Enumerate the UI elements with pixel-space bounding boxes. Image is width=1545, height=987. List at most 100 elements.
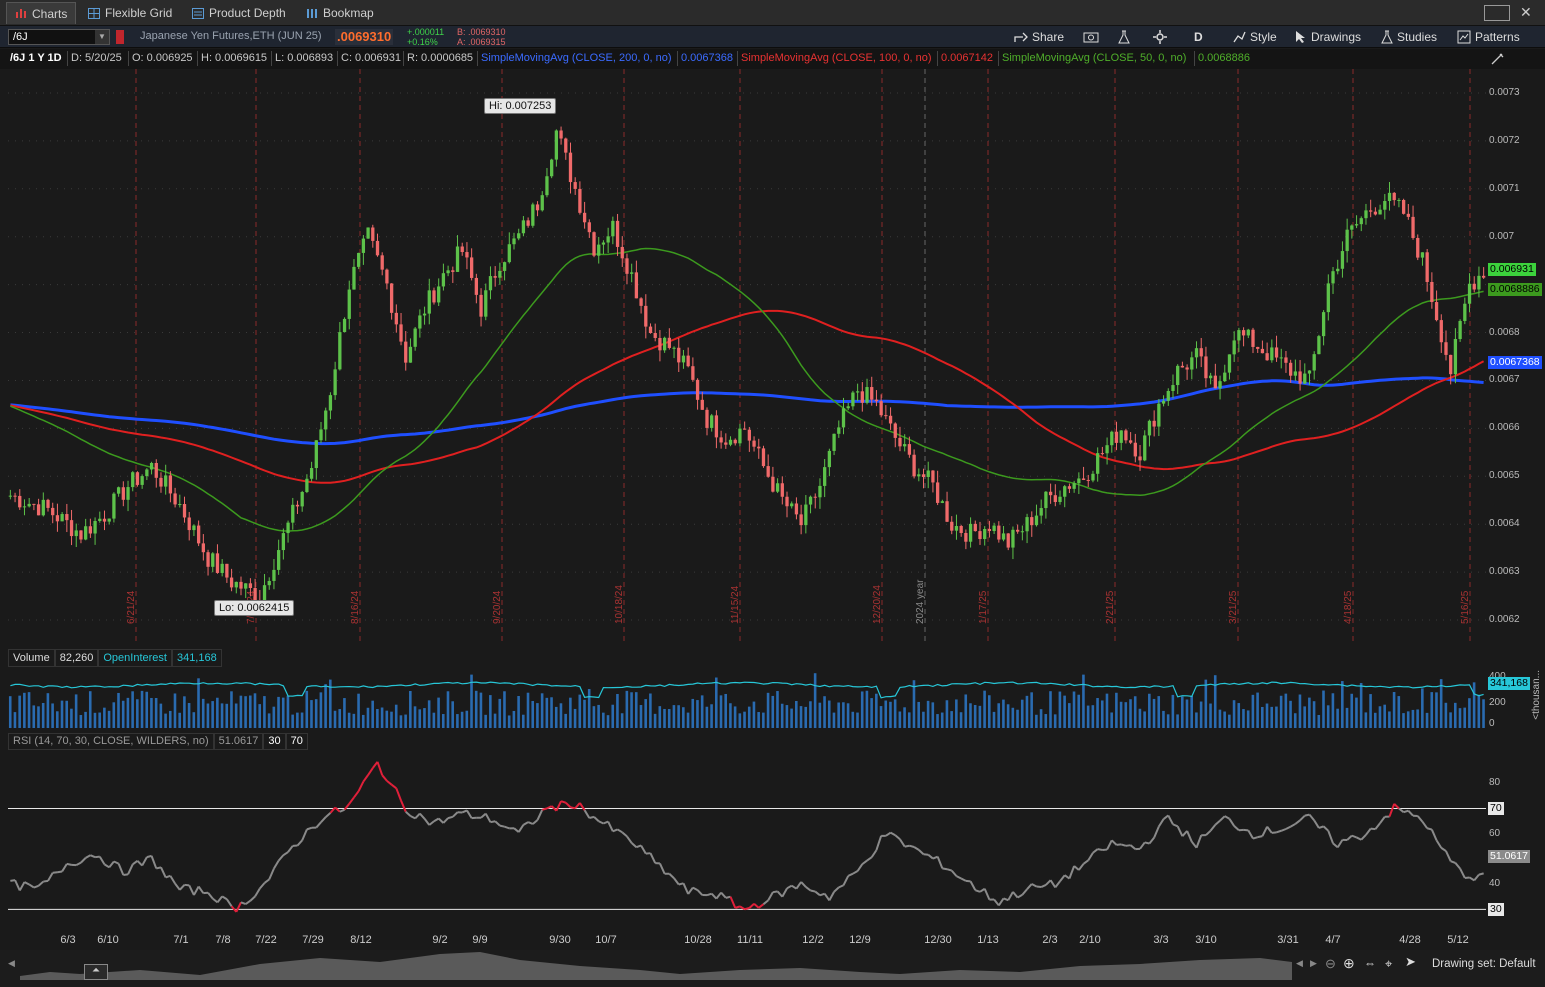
volume-bar: [733, 706, 737, 728]
style-label: Style: [1250, 30, 1277, 44]
volume-bar: [1303, 706, 1306, 728]
volume-bar: [1477, 694, 1481, 728]
rsi-line-segment: [570, 806, 576, 810]
scroll-left-icon[interactable]: ◀: [1296, 958, 1303, 968]
candle-body: [338, 332, 342, 370]
flask-button[interactable]: [1118, 28, 1130, 46]
volume-bar: [1251, 694, 1255, 728]
volume-pane[interactable]: [8, 668, 1486, 728]
volume-bar: [973, 705, 977, 728]
rsi-line-segment: [1435, 839, 1443, 849]
pan-icon[interactable]: ⇔: [1364, 956, 1376, 970]
sma100-value: 0.0067142: [941, 52, 993, 64]
patterns-button[interactable]: Patterns: [1457, 28, 1520, 46]
candle-body: [314, 440, 318, 469]
navigator-overview[interactable]: [20, 950, 1292, 980]
chevron-down-icon[interactable]: ▼: [95, 30, 109, 44]
candle-body: [131, 472, 135, 488]
volume-bar: [1110, 712, 1113, 728]
volume-bar: [531, 700, 535, 728]
tab-charts[interactable]: Charts: [6, 2, 77, 24]
zoom-out-icon[interactable]: ⊖: [1325, 956, 1336, 971]
volume-bar: [1143, 711, 1146, 728]
share-button[interactable]: Share: [1014, 28, 1064, 46]
volume-bar: [700, 695, 704, 728]
date-tick: 10/7: [595, 934, 617, 946]
rsi-line-segment: [98, 856, 106, 865]
rsi-line-segment: [942, 867, 948, 871]
cursor-icon[interactable]: ➤: [1405, 954, 1416, 969]
scroll-left-icon[interactable]: ◀: [8, 958, 15, 968]
candle-body: [1166, 390, 1170, 401]
volume-bar: [592, 706, 596, 728]
candle-body: [1081, 478, 1086, 480]
volume-bar: [1242, 709, 1245, 728]
period-marker-label: 11/15/24: [730, 585, 741, 624]
zoom-in-icon[interactable]: ⊕: [1343, 955, 1355, 971]
candle-body: [342, 318, 347, 333]
volume-bar: [512, 710, 516, 728]
volume-bar: [785, 705, 789, 728]
date-axis[interactable]: 6/3 6/10 7/1 7/8 7/22 7/29 8/12 9/2 9/9 9/30 10/7 1…: [8, 930, 1486, 950]
navigator-bar: ◀ ⏶ ◀ ▶ ⊖ ⊕ ⇔ ⌖ ➤ Drawing set: Default: [0, 950, 1545, 987]
rsi-line-segment: [216, 895, 223, 903]
volume-bar: [56, 711, 59, 728]
rsi-line-segment: [1087, 852, 1094, 861]
candle-body: [225, 563, 229, 578]
rsi-line-segment: [103, 863, 110, 869]
candle-body: [1138, 456, 1142, 461]
candle-body: [1044, 491, 1048, 509]
rsi-line-segment: [447, 815, 454, 820]
date-tick: 7/22: [255, 934, 277, 946]
candle-body: [1133, 442, 1137, 457]
volume-bar: [573, 708, 577, 728]
crosshair-icon[interactable]: ⌖: [1385, 956, 1393, 971]
sma200-value: 0.0067368: [681, 52, 733, 64]
rsi-line-segment: [419, 812, 426, 820]
rsi-axis: 80 70 60 51.0617 40 30: [1487, 750, 1545, 930]
window-restore-icon[interactable]: [1484, 5, 1510, 21]
settings-button[interactable]: [1153, 28, 1167, 46]
chart-info-bar: /6J 1 Y 1D D: 5/20/25 O: 0.006925 H: 0.0…: [0, 49, 1545, 69]
tab-product-depth[interactable]: Product Depth: [184, 2, 294, 24]
candle-body: [399, 324, 403, 342]
style-button[interactable]: Style: [1232, 28, 1277, 46]
navigator-handle[interactable]: ⏶: [84, 964, 108, 980]
rsi-pane[interactable]: [8, 750, 1486, 930]
pencil-icon[interactable]: [1490, 52, 1506, 66]
tab-flexible-grid[interactable]: Flexible Grid: [80, 2, 180, 24]
candle-body: [102, 518, 107, 522]
sma100-line: [10, 309, 1485, 484]
candle-body: [648, 326, 653, 334]
volume-bar: [338, 709, 342, 728]
studies-button[interactable]: Studies: [1381, 28, 1437, 46]
rsi-line-segment: [715, 891, 722, 900]
rsi-line-segment: [136, 860, 143, 867]
aggregation-button[interactable]: D: [1194, 28, 1203, 46]
price-chart[interactable]: 6/21/247/19/248/16/249/20/2410/18/2411/1…: [8, 69, 1486, 644]
drawings-button[interactable]: Drawings: [1295, 28, 1361, 46]
rsi-line-segment: [179, 884, 186, 891]
symbol-input[interactable]: /6J ▼: [8, 29, 110, 45]
rsi-line-segment: [560, 800, 567, 804]
window-close-icon[interactable]: ✕: [1520, 4, 1532, 20]
candle-body: [559, 130, 563, 139]
candle-body: [121, 487, 125, 500]
volume-bar: [818, 702, 822, 728]
rsi-line-segment: [1158, 818, 1165, 828]
price-axis[interactable]: 0.0073 0.0072 0.0071 0.007 0.0068 0.0067 0.006…: [1487, 69, 1545, 644]
tab-bookmap[interactable]: Bookmap: [298, 2, 382, 24]
snapshot-button[interactable]: [1083, 28, 1099, 46]
volume-bar: [1345, 707, 1349, 728]
link-color-icon[interactable]: [116, 30, 124, 44]
rsi-line-segment: [1478, 872, 1484, 876]
volume-bar: [1077, 694, 1081, 728]
cursor-icon: [1296, 31, 1305, 43]
volume-bar: [1115, 692, 1118, 728]
scroll-right-icon[interactable]: ▶: [1310, 958, 1317, 968]
candle-body: [465, 252, 469, 258]
rsi-line-segment: [861, 859, 868, 865]
sma50-value: 0.0068886: [1198, 52, 1250, 64]
drawing-set-label[interactable]: Drawing set: Default: [1432, 958, 1536, 970]
rsi-line-segment: [1473, 873, 1480, 882]
